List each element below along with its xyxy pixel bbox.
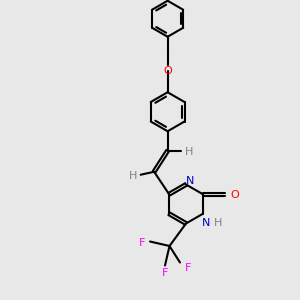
Text: H: H bbox=[185, 147, 193, 157]
Text: F: F bbox=[139, 238, 146, 248]
Text: H: H bbox=[129, 171, 137, 181]
Text: O: O bbox=[163, 66, 172, 76]
Text: N: N bbox=[185, 176, 194, 186]
Text: F: F bbox=[162, 268, 168, 278]
Text: F: F bbox=[184, 263, 191, 273]
Text: O: O bbox=[231, 190, 239, 200]
Text: N: N bbox=[202, 218, 211, 228]
Text: H: H bbox=[213, 218, 222, 228]
